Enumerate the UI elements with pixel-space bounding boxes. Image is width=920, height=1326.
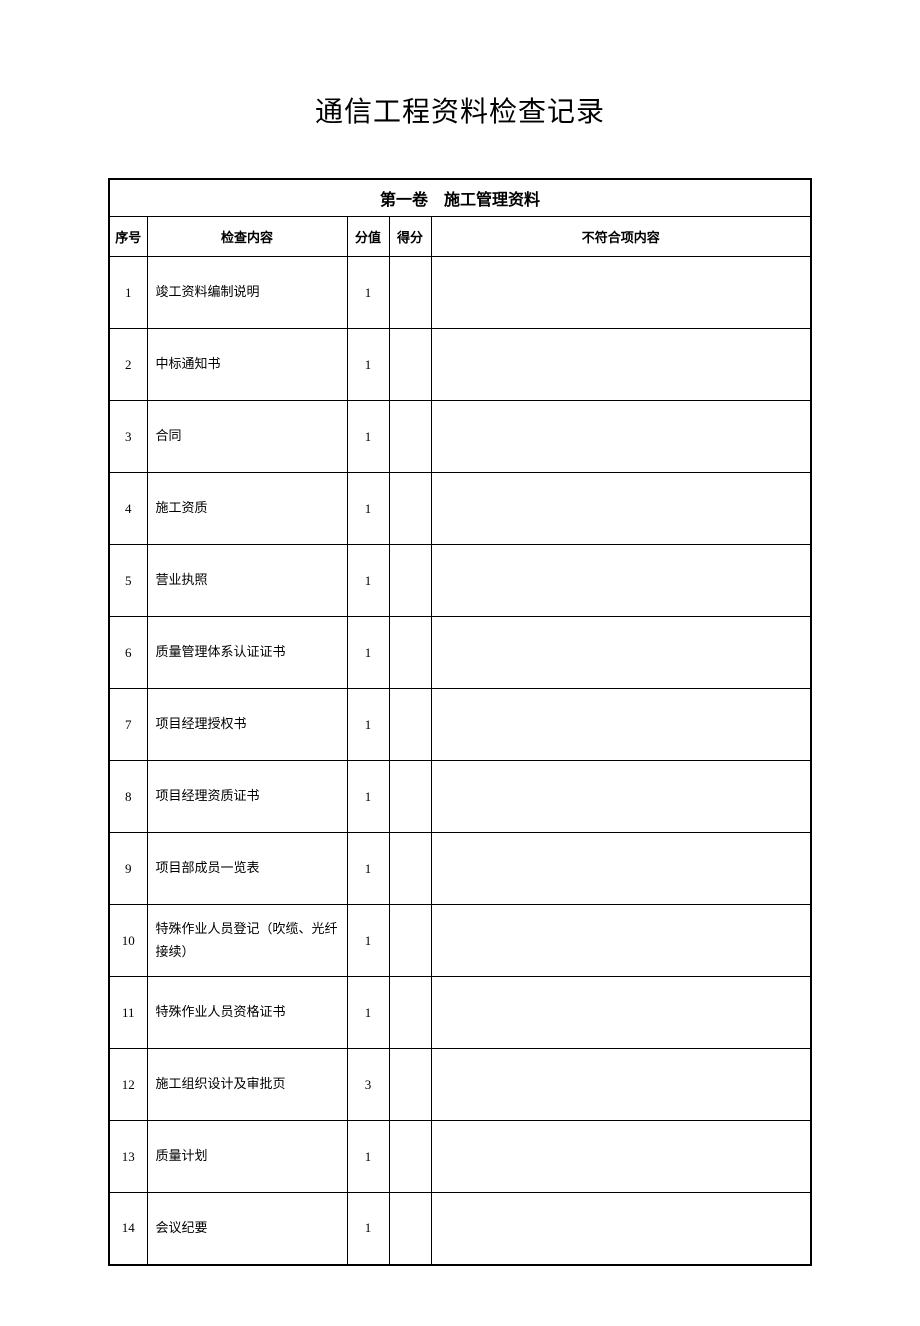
cell-score: 1 [347, 257, 389, 329]
cell-nonconform [431, 761, 811, 833]
cell-score: 1 [347, 905, 389, 977]
cell-got [389, 905, 431, 977]
col-header-nonconform: 不符合项内容 [431, 217, 811, 257]
cell-seq: 8 [109, 761, 147, 833]
cell-content: 质量管理体系认证证书 [147, 617, 347, 689]
cell-got [389, 977, 431, 1049]
cell-nonconform [431, 329, 811, 401]
cell-nonconform [431, 545, 811, 617]
cell-got [389, 761, 431, 833]
cell-got [389, 257, 431, 329]
cell-content: 合同 [147, 401, 347, 473]
col-header-got: 得分 [389, 217, 431, 257]
cell-score: 1 [347, 401, 389, 473]
cell-got [389, 329, 431, 401]
cell-nonconform [431, 1049, 811, 1121]
cell-content: 竣工资料编制说明 [147, 257, 347, 329]
cell-score: 1 [347, 833, 389, 905]
cell-content: 施工组织设计及审批页 [147, 1049, 347, 1121]
cell-seq: 2 [109, 329, 147, 401]
cell-score: 3 [347, 1049, 389, 1121]
cell-got [389, 545, 431, 617]
cell-got [389, 1049, 431, 1121]
cell-score: 1 [347, 689, 389, 761]
table-row: 6 质量管理体系认证证书 1 [109, 617, 811, 689]
cell-seq: 7 [109, 689, 147, 761]
cell-nonconform [431, 833, 811, 905]
section-header-row: 第一卷 施工管理资料 [109, 179, 811, 217]
cell-nonconform [431, 977, 811, 1049]
cell-content: 特殊作业人员登记（吹缆、光纤接续） [147, 905, 347, 977]
table-row: 9 项目部成员一览表 1 [109, 833, 811, 905]
cell-got [389, 1121, 431, 1193]
col-header-content: 检查内容 [147, 217, 347, 257]
cell-content: 施工资质 [147, 473, 347, 545]
table-row: 2 中标通知书 1 [109, 329, 811, 401]
cell-nonconform [431, 689, 811, 761]
cell-content: 项目经理资质证书 [147, 761, 347, 833]
col-header-score: 分值 [347, 217, 389, 257]
cell-content: 中标通知书 [147, 329, 347, 401]
cell-content: 会议纪要 [147, 1193, 347, 1265]
table-row: 5 营业执照 1 [109, 545, 811, 617]
cell-nonconform [431, 905, 811, 977]
cell-score: 1 [347, 761, 389, 833]
table-row: 12 施工组织设计及审批页 3 [109, 1049, 811, 1121]
cell-seq: 6 [109, 617, 147, 689]
cell-score: 1 [347, 473, 389, 545]
cell-seq: 4 [109, 473, 147, 545]
cell-seq: 10 [109, 905, 147, 977]
table-row: 7 项目经理授权书 1 [109, 689, 811, 761]
cell-nonconform [431, 257, 811, 329]
cell-nonconform [431, 617, 811, 689]
cell-content: 项目经理授权书 [147, 689, 347, 761]
cell-content: 项目部成员一览表 [147, 833, 347, 905]
cell-seq: 9 [109, 833, 147, 905]
cell-got [389, 689, 431, 761]
table-row: 13 质量计划 1 [109, 1121, 811, 1193]
cell-content: 质量计划 [147, 1121, 347, 1193]
cell-seq: 11 [109, 977, 147, 1049]
cell-seq: 12 [109, 1049, 147, 1121]
table-body: 1 竣工资料编制说明 1 2 中标通知书 1 3 合同 1 4 施工资质 1 [109, 257, 811, 1265]
cell-got [389, 1193, 431, 1265]
cell-score: 1 [347, 977, 389, 1049]
cell-seq: 3 [109, 401, 147, 473]
table-row: 14 会议纪要 1 [109, 1193, 811, 1265]
table-row: 4 施工资质 1 [109, 473, 811, 545]
cell-got [389, 473, 431, 545]
table-row: 1 竣工资料编制说明 1 [109, 257, 811, 329]
cell-got [389, 401, 431, 473]
col-header-seq: 序号 [109, 217, 147, 257]
cell-nonconform [431, 401, 811, 473]
cell-got [389, 833, 431, 905]
inspection-table: 第一卷 施工管理资料 序号 检查内容 分值 得分 不符合项内容 1 竣工资料编制… [108, 178, 812, 1266]
table-row: 8 项目经理资质证书 1 [109, 761, 811, 833]
cell-nonconform [431, 1121, 811, 1193]
section-header: 第一卷 施工管理资料 [109, 179, 811, 217]
cell-content: 特殊作业人员资格证书 [147, 977, 347, 1049]
table-row: 3 合同 1 [109, 401, 811, 473]
page-title: 通信工程资料检查记录 [108, 90, 812, 130]
cell-nonconform [431, 473, 811, 545]
cell-seq: 13 [109, 1121, 147, 1193]
cell-score: 1 [347, 1193, 389, 1265]
cell-seq: 1 [109, 257, 147, 329]
table-row: 10 特殊作业人员登记（吹缆、光纤接续） 1 [109, 905, 811, 977]
cell-score: 1 [347, 617, 389, 689]
cell-content: 营业执照 [147, 545, 347, 617]
cell-score: 1 [347, 329, 389, 401]
table-row: 11 特殊作业人员资格证书 1 [109, 977, 811, 1049]
cell-score: 1 [347, 1121, 389, 1193]
cell-got [389, 617, 431, 689]
cell-seq: 14 [109, 1193, 147, 1265]
column-header-row: 序号 检查内容 分值 得分 不符合项内容 [109, 217, 811, 257]
cell-seq: 5 [109, 545, 147, 617]
cell-score: 1 [347, 545, 389, 617]
cell-nonconform [431, 1193, 811, 1265]
